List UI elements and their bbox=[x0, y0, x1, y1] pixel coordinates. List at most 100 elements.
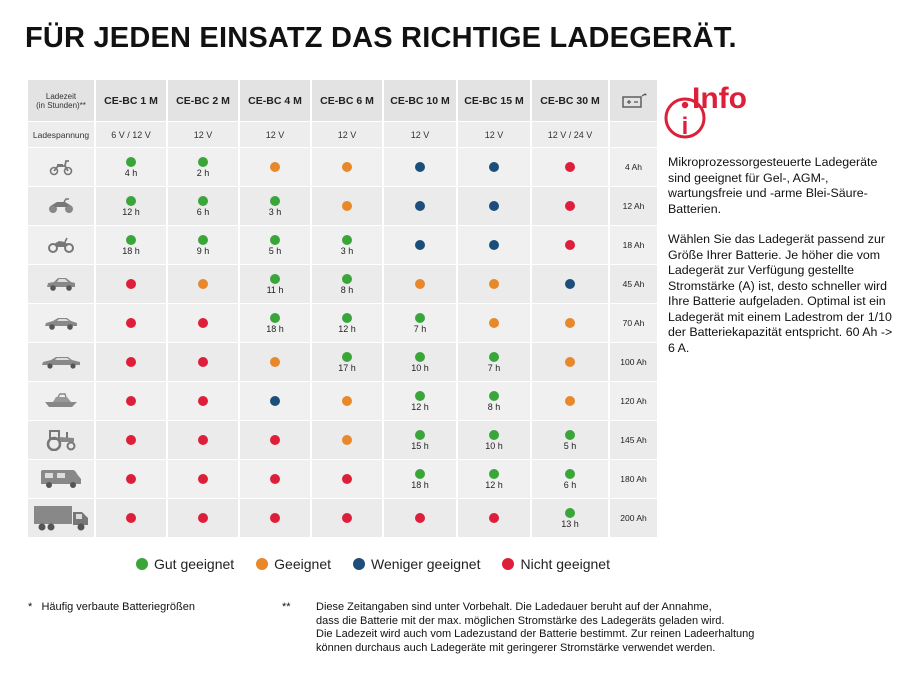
rating-wrap bbox=[415, 513, 425, 523]
rating-dot-nicht bbox=[198, 318, 208, 328]
voltage-empty bbox=[610, 122, 657, 148]
rating-cell bbox=[312, 382, 382, 421]
rating-cell bbox=[532, 148, 608, 187]
rating-dot-geeignet bbox=[342, 435, 352, 445]
rating-wrap bbox=[342, 201, 352, 211]
info-paragraph-2: Wählen Sie das Ladegerät passend zur Grö… bbox=[668, 232, 893, 355]
rating-cell: 12 h bbox=[458, 460, 530, 499]
rating-wrap bbox=[342, 513, 352, 523]
rating-cell bbox=[458, 304, 530, 343]
corner-label-wrap: Ladezeit (in Stunden)** bbox=[36, 92, 86, 110]
rating-wrap bbox=[489, 279, 499, 289]
rating-cell bbox=[96, 382, 166, 421]
sedan-icon bbox=[44, 315, 78, 331]
rating-wrap: 10 h bbox=[411, 351, 429, 373]
voltage-value: 12 V bbox=[312, 122, 382, 148]
rating-wrap bbox=[342, 435, 352, 445]
rating-wrap: 18 h bbox=[411, 468, 429, 490]
rating-dot-nicht bbox=[270, 435, 280, 445]
rating-cell bbox=[240, 460, 310, 499]
rating-cell bbox=[458, 148, 530, 187]
rating-dot-weniger bbox=[270, 396, 280, 406]
charging-hours: 8 h bbox=[340, 284, 354, 295]
rating-cell bbox=[96, 265, 166, 304]
rating-cell bbox=[312, 460, 382, 499]
footnote-line: dass die Batterie mit der max. möglichen… bbox=[316, 614, 725, 627]
battery-capacity: 45 Ah bbox=[610, 265, 657, 304]
rating-wrap bbox=[126, 435, 136, 445]
rating-dot-gut bbox=[489, 468, 499, 479]
legend-dot bbox=[353, 558, 365, 570]
battery-capacity: 18 Ah bbox=[610, 226, 657, 265]
rating-dot-gut bbox=[564, 468, 575, 479]
rating-wrap bbox=[415, 162, 425, 172]
rating-wrap bbox=[198, 279, 208, 289]
rating-dot-gut bbox=[126, 234, 136, 245]
charging-hours: 13 h bbox=[561, 518, 579, 529]
battery-header bbox=[610, 80, 657, 122]
rating-cell bbox=[384, 187, 456, 226]
vehicle-cell bbox=[28, 382, 94, 421]
rating-dot-geeignet bbox=[342, 201, 352, 211]
legend-item-gut: Gut geeignet bbox=[136, 556, 234, 572]
footnote-line: Die Ladezeit wird auch vom Ladezustand d… bbox=[316, 628, 755, 640]
rating-cell bbox=[312, 421, 382, 460]
rating-dot-gut bbox=[489, 429, 499, 440]
rating-cell: 12 h bbox=[384, 382, 456, 421]
rating-wrap: 6 h bbox=[564, 468, 576, 490]
rating-wrap bbox=[415, 240, 425, 250]
charging-hours: 7 h bbox=[487, 362, 501, 373]
rating-wrap: 5 h bbox=[563, 429, 577, 451]
battery-capacity: 12 Ah bbox=[610, 187, 657, 226]
rating-cell: 9 h bbox=[168, 226, 238, 265]
rating-wrap bbox=[565, 240, 575, 250]
voltage-value: 12 V bbox=[458, 122, 530, 148]
voltage-label: Ladespannung bbox=[28, 122, 94, 148]
rating-wrap bbox=[565, 396, 575, 406]
rating-cell: 5 h bbox=[240, 226, 310, 265]
model-header: CE-BC 15 M bbox=[458, 80, 530, 122]
footnote-star-text: Häufig verbaute Batteriegrößen bbox=[41, 601, 195, 613]
voltage-value: 6 V / 12 V bbox=[96, 122, 166, 148]
model-header: CE-BC 2 M bbox=[168, 80, 238, 122]
rating-wrap bbox=[198, 396, 208, 406]
legend-label: Geeignet bbox=[274, 556, 331, 572]
charging-hours: 5 h bbox=[563, 440, 577, 451]
rating-wrap: 4 h bbox=[125, 156, 137, 178]
footnote-common-battery-sizes: * Häufig verbaute Batteriegrößen bbox=[28, 601, 195, 613]
rating-wrap bbox=[342, 396, 352, 406]
battery-capacity: 70 Ah bbox=[610, 304, 657, 343]
rating-dot-gut bbox=[126, 195, 136, 206]
legend-label: Gut geeignet bbox=[154, 556, 235, 572]
rating-cell: 13 h bbox=[532, 499, 608, 538]
page-title: FÜR JEDEN EINSATZ DAS RICHTIGE LADEGERÄT… bbox=[25, 22, 737, 54]
rating-wrap bbox=[565, 162, 575, 172]
rating-cell: 6 h bbox=[532, 460, 608, 499]
rating-dot-gut bbox=[197, 234, 208, 245]
footnote-dbl-mark: ** bbox=[282, 601, 291, 613]
rating-cell bbox=[168, 304, 238, 343]
rating-wrap: 10 h bbox=[485, 429, 503, 451]
battery-capacity: 4 Ah bbox=[610, 148, 657, 187]
rating-cell bbox=[96, 499, 166, 538]
charging-hours: 3 h bbox=[268, 206, 282, 217]
rating-wrap bbox=[270, 474, 280, 484]
rating-dot-nicht bbox=[126, 279, 136, 289]
rating-wrap: 13 h bbox=[561, 507, 579, 529]
camper-icon bbox=[39, 468, 83, 490]
info-logo-text: Info bbox=[692, 82, 747, 115]
rating-dot-gut bbox=[269, 234, 280, 245]
rating-dot-weniger bbox=[415, 240, 425, 250]
vehicle-cell bbox=[28, 343, 94, 382]
battery-capacity: 145 Ah bbox=[610, 421, 657, 460]
charging-hours: 10 h bbox=[411, 362, 429, 373]
rating-dot-gut bbox=[269, 273, 280, 284]
rating-wrap bbox=[126, 279, 136, 289]
rating-dot-nicht bbox=[126, 435, 136, 445]
rating-wrap: 12 h bbox=[411, 390, 429, 412]
rating-wrap: 5 h bbox=[269, 234, 281, 256]
charging-hours: 12 h bbox=[338, 323, 356, 334]
rating-wrap bbox=[198, 435, 208, 445]
vehicle-cell bbox=[28, 148, 94, 187]
rating-wrap: 18 h bbox=[266, 312, 284, 334]
